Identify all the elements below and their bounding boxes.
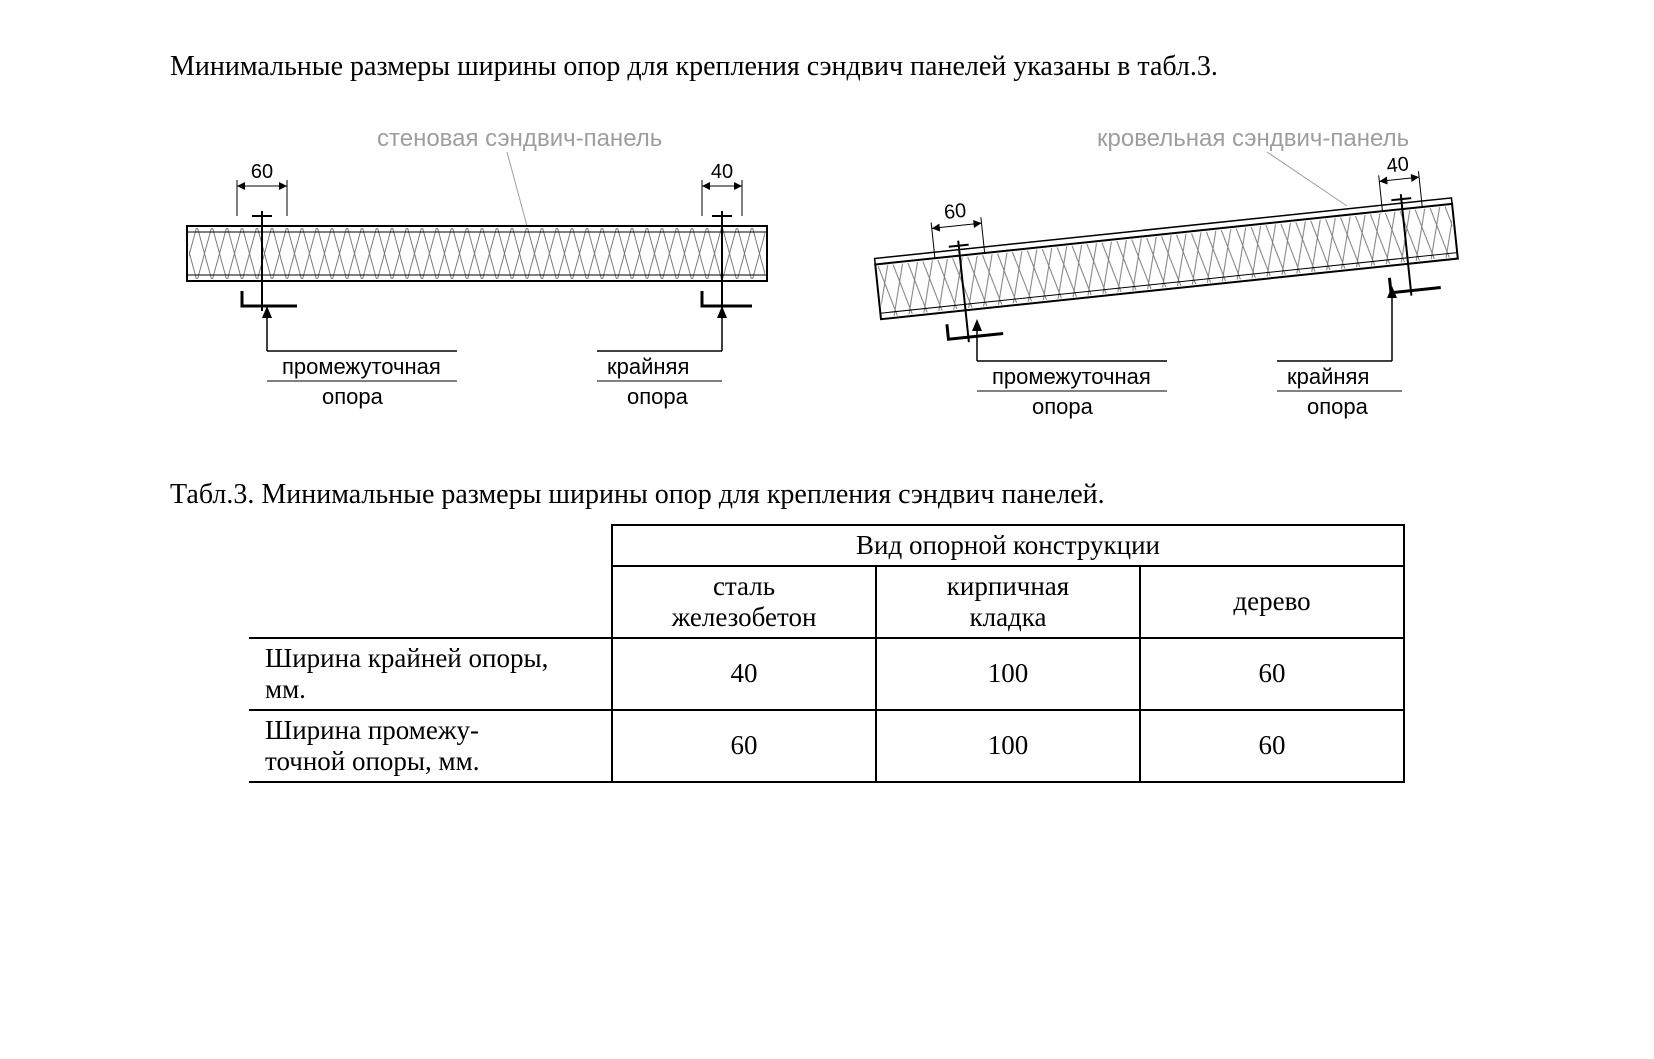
diagram-wall-panel: стеновая сэндвич-панель 60 40 [167,116,807,436]
diagram-title: стеновая сэндвич-панель [377,125,662,152]
cell: 100 [876,638,1140,710]
label-left-1: промежуточная [282,354,441,379]
support-width-table: Вид опорной конструкции стальжелезобетон… [249,524,1405,783]
header-group: Вид опорной конструкции [612,525,1404,566]
cell: 60 [1140,638,1404,710]
intro-paragraph: Минимальные размеры ширины опор для креп… [100,48,1554,86]
panel-body [187,226,767,281]
label-left-2: опора [322,384,384,409]
diagram-title: кровельная сэндвич-панель [1097,125,1409,152]
row-label-1: Ширина промежу-точной опоры, мм. [249,710,612,782]
dim-left: 60 [251,161,273,183]
col-1: кирпичнаякладка [876,566,1140,638]
dim-right: 40 [711,161,733,183]
col-0: стальжелезобетон [612,566,876,638]
cell: 40 [612,638,876,710]
cell: 100 [876,710,1140,782]
col-2: дерево [1140,566,1404,638]
diagram-roof-panel: кровельная сэндвич-панель 60 40 [847,116,1487,436]
label-left-1: промежуточная [992,364,1151,389]
table-row: Ширина промежу-точной опоры, мм. 60 100 … [249,710,1404,782]
label-right-1: крайняя [1287,364,1369,389]
label-left-2: опора [1032,394,1094,419]
label-right-1: крайняя [607,354,689,379]
table-caption: Табл.3. Минимальные размеры ширины опор … [100,476,1554,514]
dim-left: 60 [943,200,967,224]
cell: 60 [612,710,876,782]
table-row: Ширина крайней опоры, мм. 40 100 60 [249,638,1404,710]
label-right-2: опора [1307,394,1369,419]
diagrams-row: стеновая сэндвич-панель 60 40 [100,116,1554,436]
dim-right: 40 [1386,153,1410,177]
row-label-0: Ширина крайней опоры, мм. [249,638,612,710]
cell: 60 [1140,710,1404,782]
label-right-2: опора [627,384,689,409]
